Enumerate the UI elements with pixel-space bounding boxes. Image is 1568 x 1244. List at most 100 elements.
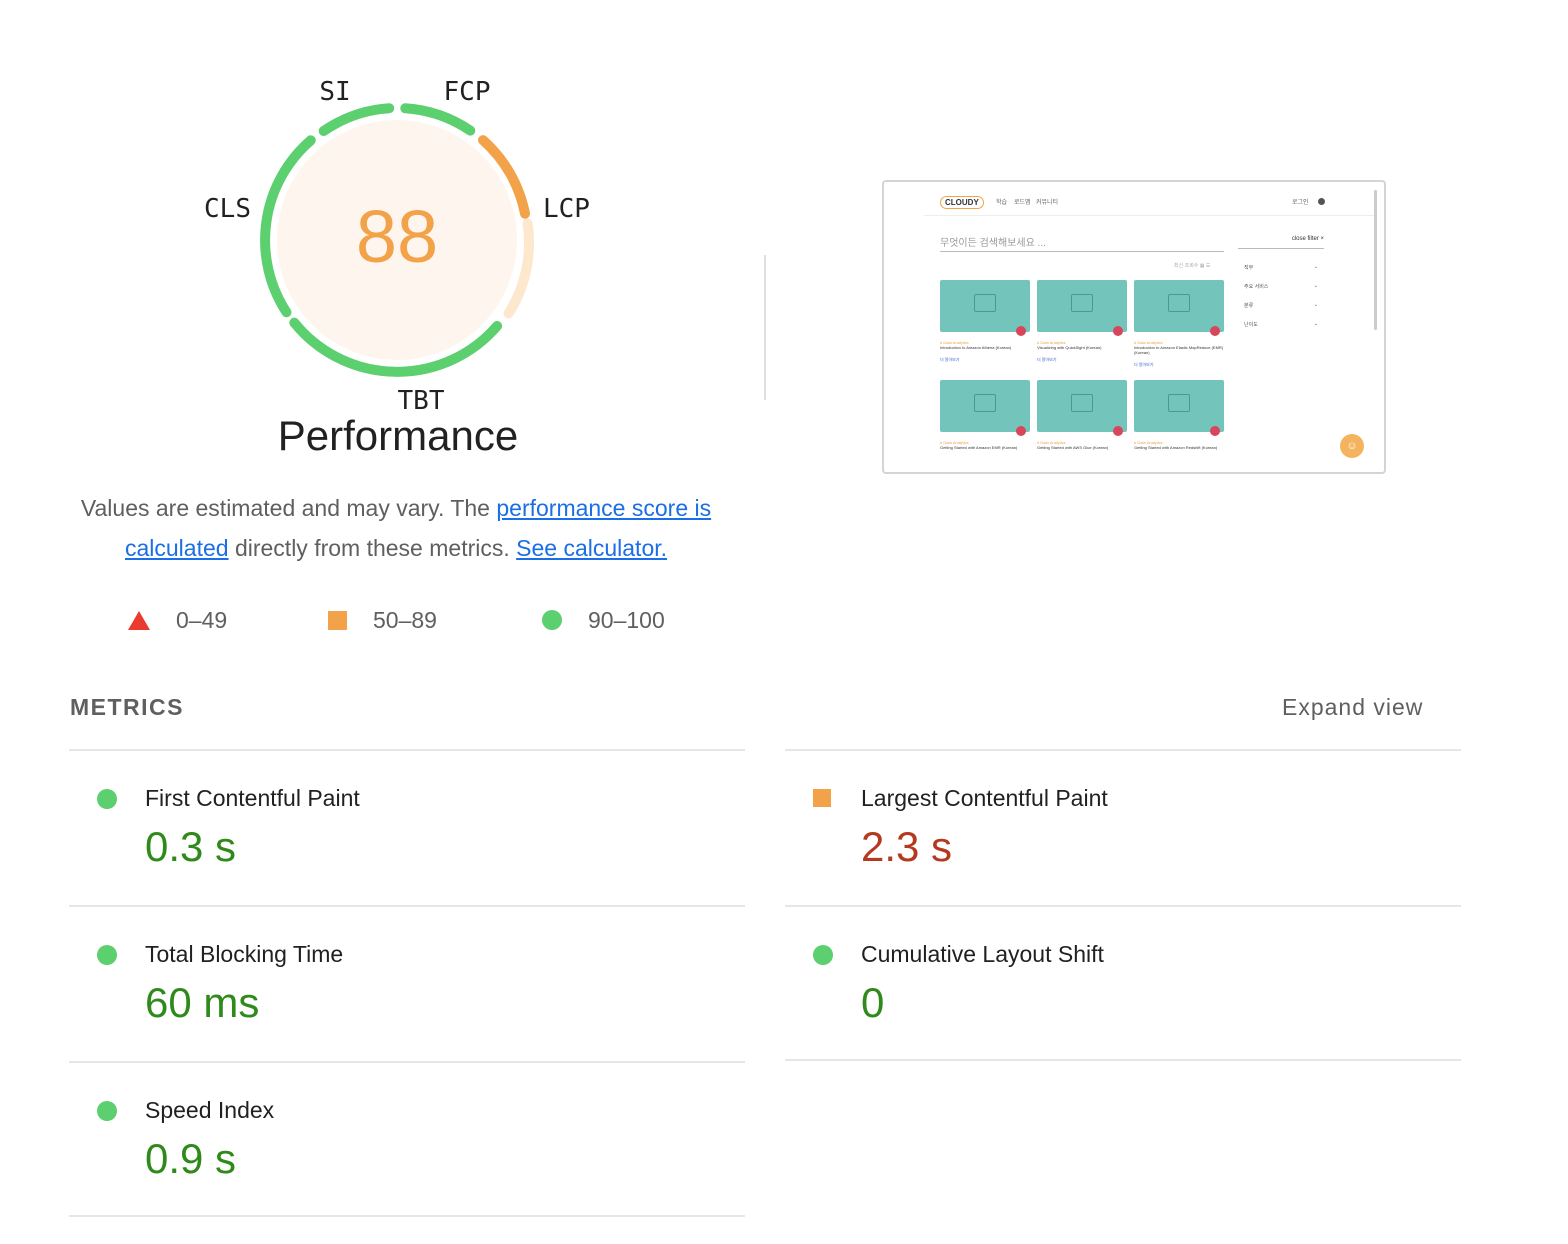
performance-gauge: SI FCP LCP CLS TBT 88: [204, 77, 590, 416]
metric-value: 2.3 s: [861, 823, 953, 870]
badge-icon: [1210, 326, 1220, 336]
laptop-icon: [1071, 394, 1093, 412]
pass-circle-icon: [97, 789, 117, 809]
thumb-card-caption: # Data Analytics Getting Started with Ama…: [940, 440, 1030, 450]
thumb-card-caption: # Data Analytics Visualizing with QuickSi…: [1037, 340, 1127, 362]
pass-circle-icon: [813, 945, 833, 965]
thumb-card: [940, 280, 1030, 336]
thumb-card: [1134, 380, 1224, 436]
thumb-card-tag: # Data Analytics: [1037, 440, 1066, 445]
description-text: Values are estimated and may vary. The: [80, 495, 497, 521]
thumb-filter-item: 분류 ⌄: [1244, 302, 1318, 309]
thumb-card-title: Getting Started with AWS Glue (Korean): [1037, 445, 1109, 450]
metric-name: Largest Contentful Paint: [861, 785, 1108, 811]
thumb-logo: CLOUDY: [940, 196, 984, 209]
gauge-segment-si: [318, 103, 395, 136]
thumb-card-title: Introduction to Amazon Athena (Korean): [940, 345, 1012, 350]
thumb-card-caption: # Data Analytics Introduction to Amazon E…: [1134, 340, 1224, 367]
thumb-filter-item: 난이도 ⌄: [1244, 321, 1318, 328]
chevron-down-icon: ⌄: [1313, 264, 1318, 270]
gauge-label-si: SI: [319, 77, 350, 107]
gauge-label-cls: CLS: [204, 194, 251, 224]
metric-name: Cumulative Layout Shift: [861, 941, 1104, 967]
metrics-header: METRICS: [70, 694, 184, 720]
metric-value: 0: [861, 979, 885, 1026]
gauge-segment-tbt: [289, 317, 503, 377]
thumb-card-caption: # Data Analytics Getting Started with Ama…: [1134, 440, 1224, 450]
metric-name: First Contentful Paint: [145, 785, 360, 811]
badge-icon: [1210, 426, 1220, 436]
score-legend: 0–49 50–89 90–100: [0, 600, 760, 640]
thumb-card: [940, 380, 1030, 436]
pass-circle-icon: [97, 945, 117, 965]
legend-fail: 0–49: [128, 600, 227, 640]
final-screenshot[interactable]: CLOUDY 학습 로드맵 커뮤니티 로그인 무엇이든 검색해보세요 ... c…: [882, 180, 1386, 474]
laptop-icon: [1168, 294, 1190, 312]
thumb-filter-item: 주요 서비스 ⌄: [1244, 283, 1318, 290]
divider: [69, 1061, 745, 1063]
divider: [69, 905, 745, 907]
legend-range: 90–100: [588, 606, 665, 633]
gauge-label-lcp: LCP: [543, 194, 590, 224]
thumb-search: 무엇이든 검색해보세요 ...: [940, 234, 1224, 252]
thumb-card: [1134, 280, 1224, 336]
chevron-down-icon: ⌄: [1313, 283, 1318, 289]
triangle-icon: [128, 610, 150, 630]
thumb-card-title: Getting Started with Amazon Redshift (Ko…: [1134, 445, 1218, 450]
metric-name: Speed Index: [145, 1097, 275, 1123]
metric-cumulative-layout-shift: Cumulative Layout Shift 0: [785, 907, 1461, 1057]
gauge-label-tbt: TBT: [398, 386, 445, 416]
badge-icon: [1113, 326, 1123, 336]
badge-icon: [1113, 426, 1123, 436]
thumb-filter-label: 직무: [1244, 265, 1254, 271]
thumb-filter-label: 분류: [1244, 303, 1254, 309]
performance-score: 88: [356, 195, 438, 278]
metric-total-blocking-time: Total Blocking Time 60 ms: [69, 907, 745, 1057]
laptop-icon: [974, 294, 996, 312]
metric-value: 0.3 s: [145, 823, 237, 870]
legend-pass: 90–100: [542, 600, 665, 640]
thumb-filter-item: 직무 ⌄: [1244, 264, 1318, 271]
pass-circle-icon: [97, 1101, 117, 1121]
thumb-card-title: Getting Started with Amazon EMR (Korean): [940, 445, 1018, 450]
calculator-link[interactable]: See calculator.: [516, 535, 668, 561]
metric-name: Total Blocking Time: [145, 941, 344, 967]
gauge-lcp-track: [503, 218, 535, 319]
divider: [785, 1059, 1461, 1061]
thumb-close-filter: close filter ×: [1238, 236, 1324, 249]
circle-icon: [542, 610, 562, 630]
thumb-sort: 최신 조회수 ▦ ☰: [1174, 263, 1211, 269]
gauge-label-fcp: FCP: [444, 77, 491, 107]
metric-first-contentful-paint: First Contentful Paint 0.3 s: [69, 751, 745, 901]
vertical-divider: [764, 255, 766, 400]
metric-speed-index: Speed Index 0.9 s: [69, 1063, 745, 1213]
laptop-icon: [1168, 394, 1190, 412]
legend-range: 50–89: [373, 606, 437, 633]
legend-range: 0–49: [176, 606, 228, 633]
thumb-card-title: Introduction to Amazon Elastic MapReduce…: [1134, 345, 1224, 355]
thumb-card-more: 더 알아보기: [940, 357, 960, 362]
expand-view-toggle[interactable]: Expand view: [1282, 694, 1424, 720]
thumb-profile-icon: [1318, 198, 1325, 205]
thumb-scrollbar: [1374, 190, 1377, 330]
metric-value: 60 ms: [145, 979, 260, 1026]
chatbot-icon: ☺: [1340, 434, 1364, 458]
thumb-nav-item: 커뮤니티: [1036, 200, 1059, 206]
gauge-segment-lcp: [478, 135, 530, 219]
thumb-card-title: Visualizing with QuickSight (Korean): [1037, 345, 1102, 350]
thumb-card: [1037, 280, 1127, 336]
divider: [69, 1215, 745, 1217]
performance-score-link[interactable]: performance score is calculated: [124, 495, 712, 561]
thumb-filter-label: 주요 서비스: [1244, 284, 1269, 290]
chevron-down-icon: ⌄: [1313, 321, 1318, 327]
thumb-card-more: 더 알아보기: [1134, 362, 1154, 367]
gauge-segment-cls: [260, 135, 316, 318]
thumb-card-more: 더 알아보기: [1037, 357, 1057, 362]
metric-largest-contentful-paint: Largest Contentful Paint 2.3 s: [785, 751, 1461, 901]
thumb-card-caption: # Data Analytics Getting Started with AWS…: [1037, 440, 1127, 450]
thumb-card-caption: # Data Analytics Introduction to Amazon A…: [940, 340, 1030, 362]
divider: [785, 749, 1461, 751]
thumb-divider: [924, 215, 1376, 216]
thumb-card-tag: # Data Analytics: [1134, 340, 1163, 345]
badge-icon: [1016, 426, 1026, 436]
